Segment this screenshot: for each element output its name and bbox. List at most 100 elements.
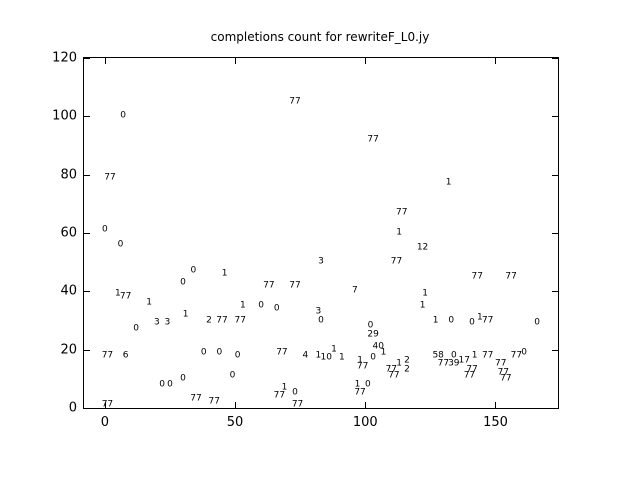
data-point-label: 77 [466,364,478,375]
data-point-label: 0 [159,379,165,390]
data-point-label: 1 [221,268,228,279]
y-tick-mark [84,291,90,293]
data-point-label: 77 [101,350,114,360]
data-point-label: 1 [476,312,483,323]
y-tick-mark [84,116,90,118]
data-point-label: 77 [471,271,483,282]
data-point-label: 1 [182,309,189,320]
data-point-label: 77 [104,172,116,183]
data-point-label: 77 [289,280,301,290]
data-point-label: 0 [216,347,223,358]
data-point-label: 1 [281,382,288,393]
data-point-label: 58 [432,350,444,360]
data-point-label: 0 [180,373,186,384]
data-point-label: 0 [370,352,376,363]
data-point-label: 2 [404,364,410,375]
data-point-label: 0 [133,323,139,334]
data-point-label: 77 [234,315,246,325]
y-tick-label: 100 [52,108,77,124]
data-point-label: 0 [450,350,457,360]
data-point-label: 1 [471,350,478,360]
x-tick-label: 100 [352,415,378,430]
y-tick-label: 40 [60,283,77,299]
data-point-label: 1 [338,352,345,363]
data-point-label: 0 [448,315,455,325]
data-point-label: 0 [469,317,475,328]
plot-area: 0 50 100 150 0 20 40 60 80 100 120 77 0 77 77 1 77 0 1 0 12 7… [52,51,559,430]
data-point-label: 1 [354,379,361,390]
data-point-label: 0 [101,224,108,235]
data-point-label: 0 [229,370,236,381]
x-tick-label: 150 [483,415,508,430]
data-point-label: 7 [351,285,358,296]
data-point-label: 77 [216,315,228,325]
y-tick-mark [84,408,90,409]
data-point-label: 77 [119,291,132,302]
data-point-label: 1 [396,358,402,369]
data-point-label: 12 [416,242,429,253]
x-tick-mark-top [495,58,497,64]
data-point-label: 1 [315,350,322,360]
y-tick-label: 20 [60,342,77,358]
data-point-label: 0 [258,300,264,311]
data-point-label: 0 [200,347,207,358]
data-point-label: 3 [164,317,171,328]
data-point-label: 3 [318,256,324,267]
data-point-label: 3 [154,317,160,328]
x-tick-label: 50 [226,415,244,430]
y-tick-mark [84,58,90,59]
data-point-label: 1 [396,227,402,238]
data-point-label: 1 [445,177,452,188]
x-tick-mark-top [104,58,106,64]
data-point-label: 29 [367,329,379,340]
data-point-label: 2 [206,315,212,325]
data-point-label: 1 [146,297,152,308]
data-point-label: 17 [458,355,470,366]
y-tick-mark [84,233,90,234]
data-point-label: 0 [318,315,324,325]
data-point-label: 1 [114,288,121,299]
data-point-label: 77 [510,350,523,360]
data-point-label: 77 [500,373,512,384]
y-tick-mark-right [552,349,558,351]
chart-title: completions count for rewriteF_L0.jy [210,30,430,44]
data-point-label: 0 [367,320,374,331]
data-point-label: 1 [380,347,387,358]
data-point-label: 39 [448,358,460,369]
data-point-label: 1 [357,355,363,366]
data-point-label: 1 [422,288,429,299]
data-point-label: 0 [292,387,298,398]
x-tick-mark [235,402,237,408]
y-tick-label: 0 [68,400,77,416]
data-point-label: 77 [497,367,510,378]
x-tick-mark [365,402,367,408]
data-point-label: 1 [239,300,246,311]
y-tick-mark [84,174,90,176]
y-tick-label: 120 [52,50,77,66]
y-tick-mark-right [552,408,558,409]
data-point-label: 0 [190,265,197,276]
data-point-label: 77 [356,361,369,372]
data-point-label: 0 [117,239,124,250]
data-point-label: 77 [291,399,304,410]
y-tick-mark-right [552,116,558,118]
x-tick-mark [104,402,106,408]
data-point-label: 0 [365,379,371,390]
x-tick-mark-top [365,58,367,64]
y-tick-mark-right [552,233,558,234]
x-tick-label: 0 [100,415,109,430]
data-point-label: 77 [367,134,379,145]
data-point-label: 77 [354,387,366,398]
data-point-label: 0 [234,350,241,360]
x-tick-mark [495,402,497,408]
data-point-label: 0 [521,347,528,358]
data-point-label: 77 [273,390,286,401]
data-point-label: 1 [419,300,426,311]
data-point-label: 3 [315,306,322,317]
data-point-label: 77 [481,350,494,360]
y-tick-mark-right [552,58,558,59]
x-tick-mark-top [235,58,237,64]
data-point-label: 40 [372,341,385,352]
data-point-label: 4 [302,350,309,360]
data-point-label: 77 [190,393,202,404]
